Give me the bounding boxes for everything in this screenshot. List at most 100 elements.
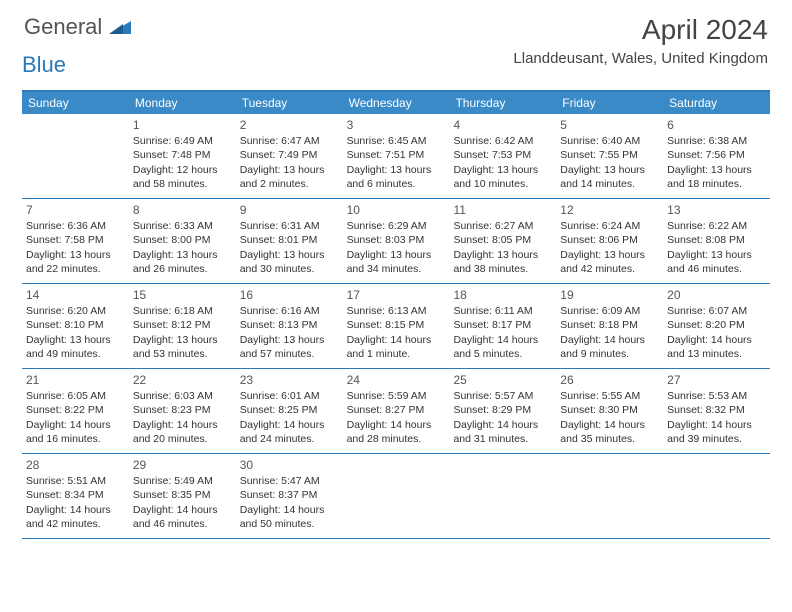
day-cell: 19Sunrise: 6:09 AMSunset: 8:18 PMDayligh… [556, 284, 663, 368]
daylight-text: Daylight: 13 hours and 18 minutes. [667, 163, 766, 191]
daylight-text: Daylight: 13 hours and 22 minutes. [26, 248, 125, 276]
day-number: 13 [667, 202, 766, 218]
sunrise-text: Sunrise: 5:51 AM [26, 474, 125, 488]
sunrise-text: Sunrise: 5:47 AM [240, 474, 339, 488]
day-cell: 12Sunrise: 6:24 AMSunset: 8:06 PMDayligh… [556, 199, 663, 283]
day-cell: 23Sunrise: 6:01 AMSunset: 8:25 PMDayligh… [236, 369, 343, 453]
day-number: 17 [347, 287, 446, 303]
sunset-text: Sunset: 7:58 PM [26, 233, 125, 247]
sunrise-text: Sunrise: 6:27 AM [453, 219, 552, 233]
day-number: 6 [667, 117, 766, 133]
daylight-text: Daylight: 14 hours and 16 minutes. [26, 418, 125, 446]
day-cell: 26Sunrise: 5:55 AMSunset: 8:30 PMDayligh… [556, 369, 663, 453]
day-number: 23 [240, 372, 339, 388]
sunset-text: Sunset: 8:08 PM [667, 233, 766, 247]
daylight-text: Daylight: 14 hours and 39 minutes. [667, 418, 766, 446]
day-number: 10 [347, 202, 446, 218]
day-number: 27 [667, 372, 766, 388]
sunset-text: Sunset: 8:34 PM [26, 488, 125, 502]
sunrise-text: Sunrise: 6:01 AM [240, 389, 339, 403]
sunset-text: Sunset: 8:10 PM [26, 318, 125, 332]
sunset-text: Sunset: 8:18 PM [560, 318, 659, 332]
week-row: 1Sunrise: 6:49 AMSunset: 7:48 PMDaylight… [22, 114, 770, 199]
sunset-text: Sunset: 8:03 PM [347, 233, 446, 247]
day-number: 12 [560, 202, 659, 218]
sunset-text: Sunset: 8:29 PM [453, 403, 552, 417]
day-number: 25 [453, 372, 552, 388]
sunset-text: Sunset: 8:05 PM [453, 233, 552, 247]
day-cell [663, 454, 770, 538]
title-block: April 2024 Llanddeusant, Wales, United K… [513, 14, 768, 67]
day-number: 20 [667, 287, 766, 303]
sunrise-text: Sunrise: 6:13 AM [347, 304, 446, 318]
sunset-text: Sunset: 7:49 PM [240, 148, 339, 162]
day-cell: 22Sunrise: 6:03 AMSunset: 8:23 PMDayligh… [129, 369, 236, 453]
sunrise-text: Sunrise: 6:31 AM [240, 219, 339, 233]
daylight-text: Daylight: 13 hours and 2 minutes. [240, 163, 339, 191]
day-cell: 14Sunrise: 6:20 AMSunset: 8:10 PMDayligh… [22, 284, 129, 368]
sunset-text: Sunset: 7:51 PM [347, 148, 446, 162]
day-cell: 30Sunrise: 5:47 AMSunset: 8:37 PMDayligh… [236, 454, 343, 538]
sunrise-text: Sunrise: 6:09 AM [560, 304, 659, 318]
day-number: 2 [240, 117, 339, 133]
sunrise-text: Sunrise: 5:57 AM [453, 389, 552, 403]
day-cell: 15Sunrise: 6:18 AMSunset: 8:12 PMDayligh… [129, 284, 236, 368]
sunrise-text: Sunrise: 6:36 AM [26, 219, 125, 233]
day-cell: 5Sunrise: 6:40 AMSunset: 7:55 PMDaylight… [556, 114, 663, 198]
calendar: SundayMondayTuesdayWednesdayThursdayFrid… [22, 90, 770, 539]
sunrise-text: Sunrise: 5:55 AM [560, 389, 659, 403]
sunrise-text: Sunrise: 6:33 AM [133, 219, 232, 233]
day-cell: 13Sunrise: 6:22 AMSunset: 8:08 PMDayligh… [663, 199, 770, 283]
day-cell: 28Sunrise: 5:51 AMSunset: 8:34 PMDayligh… [22, 454, 129, 538]
daylight-text: Daylight: 14 hours and 9 minutes. [560, 333, 659, 361]
day-header: Friday [556, 92, 663, 114]
day-cell: 7Sunrise: 6:36 AMSunset: 7:58 PMDaylight… [22, 199, 129, 283]
day-number: 21 [26, 372, 125, 388]
header: General Blue April 2024 Llanddeusant, Wa… [0, 0, 792, 82]
sunrise-text: Sunrise: 6:22 AM [667, 219, 766, 233]
day-cell: 3Sunrise: 6:45 AMSunset: 7:51 PMDaylight… [343, 114, 450, 198]
sunset-text: Sunset: 8:13 PM [240, 318, 339, 332]
sunrise-text: Sunrise: 6:47 AM [240, 134, 339, 148]
daylight-text: Daylight: 13 hours and 6 minutes. [347, 163, 446, 191]
sunrise-text: Sunrise: 6:38 AM [667, 134, 766, 148]
day-number: 9 [240, 202, 339, 218]
day-header: Sunday [22, 92, 129, 114]
month-title: April 2024 [513, 14, 768, 46]
day-number: 26 [560, 372, 659, 388]
day-cell: 27Sunrise: 5:53 AMSunset: 8:32 PMDayligh… [663, 369, 770, 453]
sunset-text: Sunset: 7:55 PM [560, 148, 659, 162]
week-row: 21Sunrise: 6:05 AMSunset: 8:22 PMDayligh… [22, 369, 770, 454]
day-number: 16 [240, 287, 339, 303]
daylight-text: Daylight: 13 hours and 30 minutes. [240, 248, 339, 276]
day-cell: 20Sunrise: 6:07 AMSunset: 8:20 PMDayligh… [663, 284, 770, 368]
day-cell: 24Sunrise: 5:59 AMSunset: 8:27 PMDayligh… [343, 369, 450, 453]
sunset-text: Sunset: 8:12 PM [133, 318, 232, 332]
location-text: Llanddeusant, Wales, United Kingdom [513, 50, 768, 67]
sunset-text: Sunset: 8:30 PM [560, 403, 659, 417]
sunset-text: Sunset: 8:37 PM [240, 488, 339, 502]
day-number: 1 [133, 117, 232, 133]
day-cell [556, 454, 663, 538]
day-cell: 18Sunrise: 6:11 AMSunset: 8:17 PMDayligh… [449, 284, 556, 368]
day-number: 14 [26, 287, 125, 303]
day-cell: 8Sunrise: 6:33 AMSunset: 8:00 PMDaylight… [129, 199, 236, 283]
day-cell: 2Sunrise: 6:47 AMSunset: 7:49 PMDaylight… [236, 114, 343, 198]
sunset-text: Sunset: 8:00 PM [133, 233, 232, 247]
sunrise-text: Sunrise: 6:11 AM [453, 304, 552, 318]
sunrise-text: Sunrise: 5:53 AM [667, 389, 766, 403]
sunrise-text: Sunrise: 6:18 AM [133, 304, 232, 318]
sunrise-text: Sunrise: 6:24 AM [560, 219, 659, 233]
day-header: Tuesday [236, 92, 343, 114]
day-number: 11 [453, 202, 552, 218]
daylight-text: Daylight: 14 hours and 50 minutes. [240, 503, 339, 531]
sunset-text: Sunset: 8:20 PM [667, 318, 766, 332]
day-header-row: SundayMondayTuesdayWednesdayThursdayFrid… [22, 92, 770, 114]
sunset-text: Sunset: 8:32 PM [667, 403, 766, 417]
sunset-text: Sunset: 7:48 PM [133, 148, 232, 162]
day-number: 28 [26, 457, 125, 473]
sunrise-text: Sunrise: 5:49 AM [133, 474, 232, 488]
daylight-text: Daylight: 14 hours and 24 minutes. [240, 418, 339, 446]
sunrise-text: Sunrise: 6:16 AM [240, 304, 339, 318]
day-cell: 4Sunrise: 6:42 AMSunset: 7:53 PMDaylight… [449, 114, 556, 198]
